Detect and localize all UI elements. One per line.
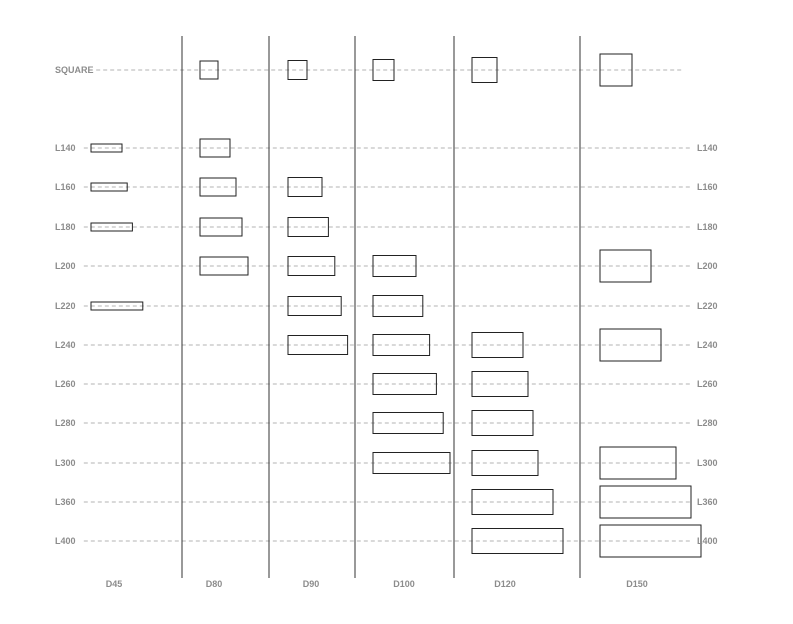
size-box-d90-l220 [287,296,342,316]
size-box-d80-square [199,60,219,80]
size-box-d45-l220 [90,301,144,311]
row-labels-left: SQUARE L140 L160 L180 L200 L220 L240 L260 L280 L3… [55,65,94,546]
row-label-l200: L200 [55,261,76,271]
size-box-d100-l240 [372,334,431,356]
column-label-d100: D100 [393,579,415,589]
row-label-l260: L260 [55,379,76,389]
row-label-right-l360: L360 [697,497,718,507]
row-label-right-l200: L200 [697,261,718,271]
row-label-right-l180: L180 [697,222,718,232]
size-box-d45-l180 [90,222,133,232]
size-box-d90-l180 [287,217,329,237]
column-labels: D45 D80 D90 D100 D120 D150 [106,579,648,589]
row-guide-lines [83,69,690,542]
row-label-l220: L220 [55,301,76,311]
row-label-l280: L280 [55,418,76,428]
row-label-l400: L400 [55,536,76,546]
row-label-right-l260: L260 [697,379,718,389]
size-box-d100-l260 [372,373,437,395]
size-box-d150-l360 [599,485,692,519]
size-box-d100-l300 [372,452,451,474]
size-boxes [90,53,702,558]
size-box-d80-l200 [199,256,249,276]
size-box-d90-l240 [287,335,349,355]
size-box-d150-l200 [599,249,652,283]
row-label-right-l280: L280 [697,418,718,428]
size-box-d45-l140 [90,143,123,153]
row-label-l140: L140 [55,143,76,153]
size-box-d45-l160 [90,182,128,192]
size-box-d80-l180 [199,217,243,237]
row-label-right-l300: L300 [697,458,718,468]
size-box-d120-l300 [471,450,539,476]
row-label-l180: L180 [55,222,76,232]
column-dividers [181,36,581,578]
size-box-d120-l240 [471,332,524,358]
row-label-l300: L300 [55,458,76,468]
row-labels-right: L140 L160 L180 L200 L220 L240 L260 L280 L300 L360… [697,143,718,546]
size-box-d120-l360 [471,489,554,515]
row-label-l360: L360 [55,497,76,507]
size-box-d80-l160 [199,177,237,197]
size-box-d120-l400 [471,528,564,554]
row-label-right-l160: L160 [697,182,718,192]
column-label-d45: D45 [106,579,123,589]
size-box-d150-l300 [599,446,677,480]
size-box-d100-square [372,59,395,81]
column-label-d80: D80 [206,579,223,589]
row-label-right-l240: L240 [697,340,718,350]
size-box-d90-square [287,60,308,80]
size-box-d90-l200 [287,256,336,276]
column-label-d120: D120 [494,579,516,589]
size-box-d90-l160 [287,177,323,197]
row-label-right-l140: L140 [697,143,718,153]
size-box-d100-l220 [372,295,424,317]
size-box-d150-l400 [599,524,702,558]
row-label-right-l220: L220 [697,301,718,311]
column-label-d150: D150 [626,579,648,589]
row-label-square: SQUARE [55,65,94,75]
row-label-l240: L240 [55,340,76,350]
column-label-d90: D90 [303,579,320,589]
row-label-right-l400: L400 [697,536,718,546]
row-label-l160: L160 [55,182,76,192]
size-box-d100-l280 [372,412,444,434]
size-box-d100-l200 [372,255,417,277]
size-box-d150-square [599,53,633,87]
size-box-d120-square [471,57,498,83]
size-box-d120-l260 [471,371,529,397]
size-box-d150-l240 [599,328,662,362]
size-box-d120-l280 [471,410,534,436]
size-box-d80-l140 [199,138,231,158]
